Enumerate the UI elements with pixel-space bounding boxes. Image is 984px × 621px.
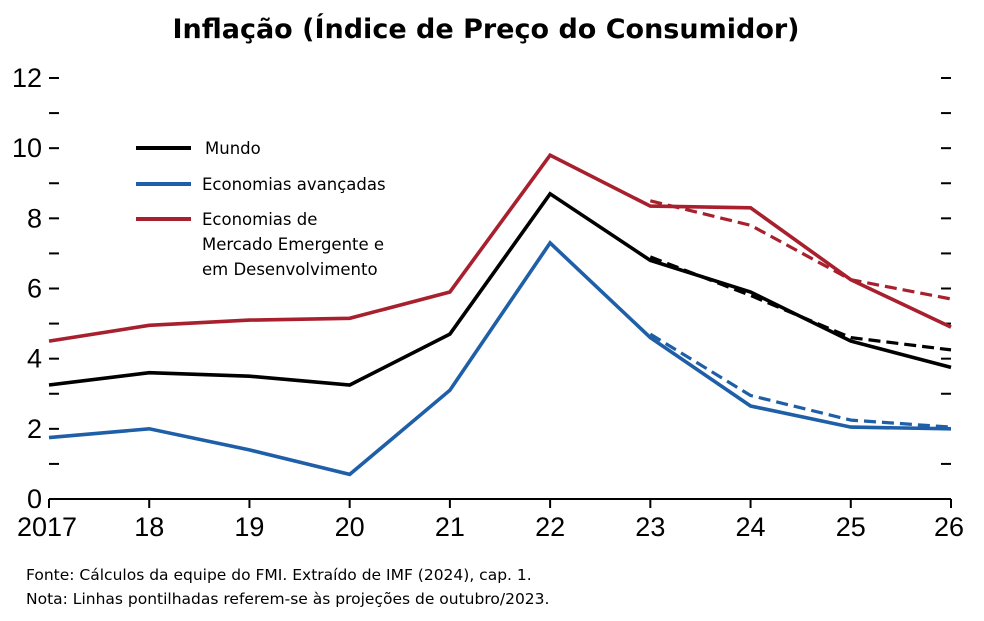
chart-title: Inflação (Índice de Preço do Consumidor) [172, 13, 799, 45]
legend-label-emerging: Economias de [202, 210, 317, 229]
legend-label-advanced: Economias avançadas [202, 175, 386, 194]
y-tick-label: 6 [27, 274, 42, 304]
legend: Mundo Economias avançadas Economias de Merc… [136, 139, 386, 279]
source-note: Fonte: Cálculos da equipe do FMI. Extraí… [26, 566, 532, 584]
projection-line-advanced [649, 332, 952, 429]
legend-label-emerging: em Desenvolvimento [202, 260, 378, 279]
x-tick-label: 2017 [17, 512, 77, 542]
projection-line-world [649, 255, 952, 352]
series-line-advanced [48, 240, 952, 477]
x-tick-label: 18 [134, 512, 164, 542]
y-tick-label: 0 [27, 484, 42, 514]
series-line-emerging [48, 152, 952, 343]
y-tick-label: 10 [12, 133, 42, 163]
series-line-world [48, 191, 952, 387]
x-tick-label: 19 [234, 512, 264, 542]
x-tick-label: 22 [535, 512, 565, 542]
y-tick-label: 8 [27, 203, 42, 233]
y-tick-label: 2 [27, 414, 42, 444]
x-tick-label: 26 [934, 512, 964, 542]
x-tick-label: 20 [335, 512, 365, 542]
legend-label-emerging: Mercado Emergente e [202, 235, 384, 254]
x-tick-label: 23 [635, 512, 665, 542]
x-tick-label: 24 [736, 512, 766, 542]
series-lines [48, 152, 952, 477]
legend-label-world: Mundo [205, 139, 261, 158]
footnote: Nota: Linhas pontilhadas referem-se às p… [26, 590, 550, 608]
y-tick-label: 4 [27, 344, 42, 374]
y-tick-label: 12 [12, 63, 42, 93]
x-tick-label: 21 [435, 512, 465, 542]
projection-line-emerging [649, 199, 952, 301]
x-tick-label: 25 [836, 512, 866, 542]
